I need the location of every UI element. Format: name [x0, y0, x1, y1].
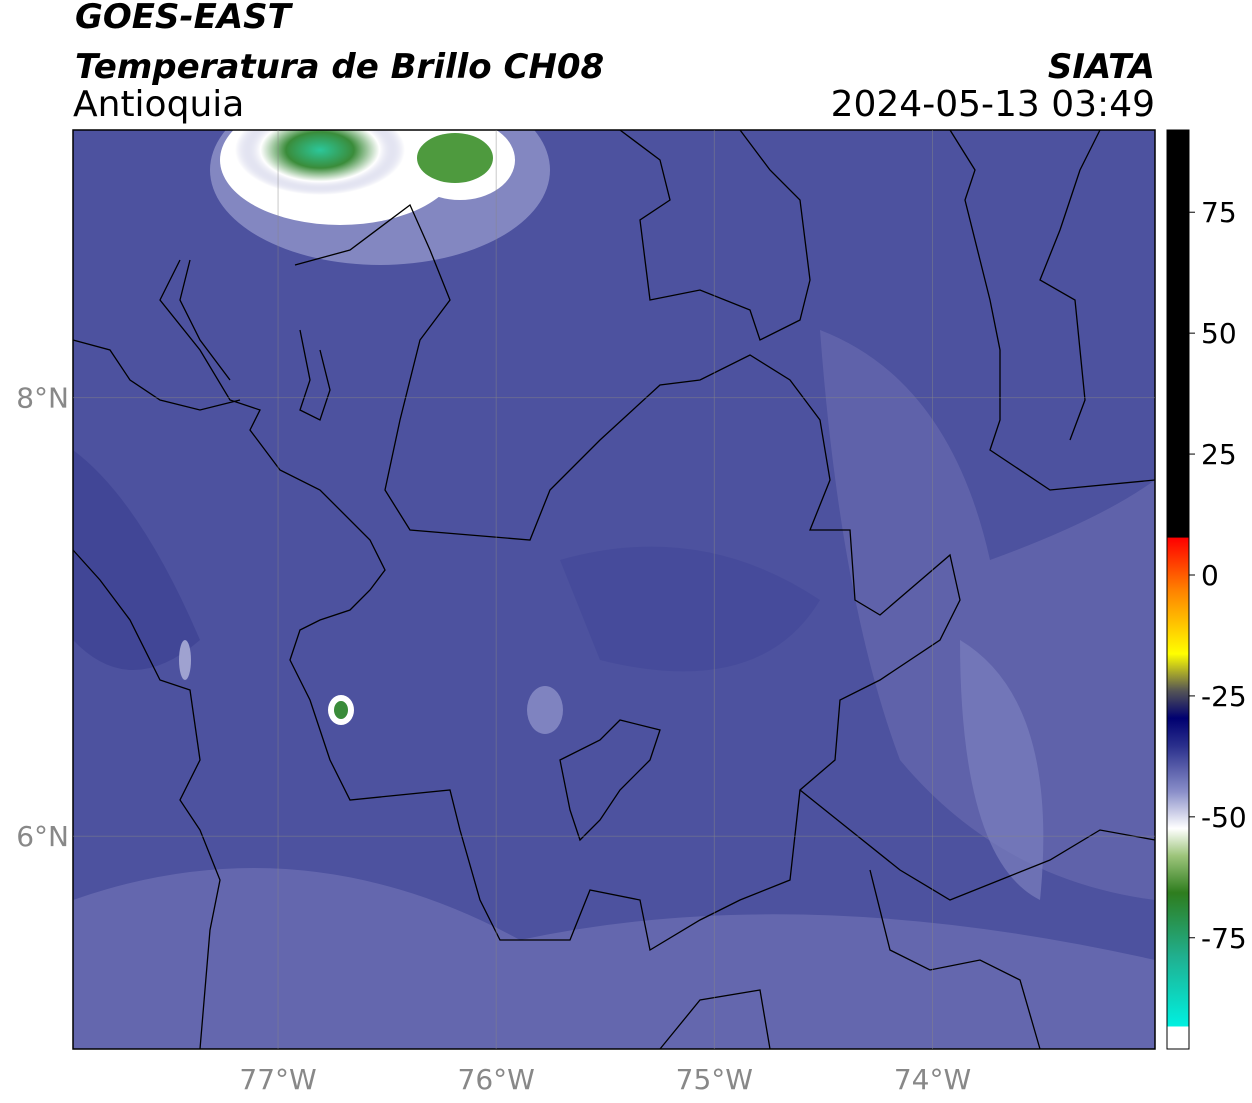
colorbar-tick-label: 75	[1201, 196, 1237, 229]
lon-tick-label: 76°W	[458, 1063, 535, 1096]
colorbar-tick-label: -50	[1201, 801, 1247, 834]
graticule	[73, 130, 1155, 1049]
colorbar-ticks: 75 50 25 0 -25 -50 -75	[1189, 196, 1247, 955]
lat-tick-label: 6°N	[16, 820, 69, 853]
colorbar-tick-label: 50	[1201, 317, 1237, 350]
header-title: Temperatura de Brillo CH08	[75, 47, 604, 87]
header-source: GOES-EAST	[75, 0, 294, 37]
colorbar-tick-label: -75	[1201, 922, 1247, 955]
colorbar-tick-label: 25	[1201, 438, 1237, 471]
colorbar	[1166, 129, 1190, 1050]
lon-tick-label: 77°W	[239, 1063, 316, 1096]
map-image	[73, 130, 1155, 1049]
borders	[72, 129, 1156, 1050]
header-agency: SIATA	[1048, 47, 1155, 87]
map-frame	[72, 129, 1156, 1050]
colorbar-tick-label: -25	[1201, 680, 1247, 713]
header-region: Antioquia	[73, 84, 244, 125]
colorbar-tick-label: 0	[1201, 559, 1219, 592]
header-datetime: 2024-05-13 03:49	[831, 84, 1155, 125]
lat-tick-label: 8°N	[16, 382, 69, 415]
lon-tick-label: 75°W	[676, 1063, 753, 1096]
lon-tick-label: 74°W	[894, 1063, 971, 1096]
